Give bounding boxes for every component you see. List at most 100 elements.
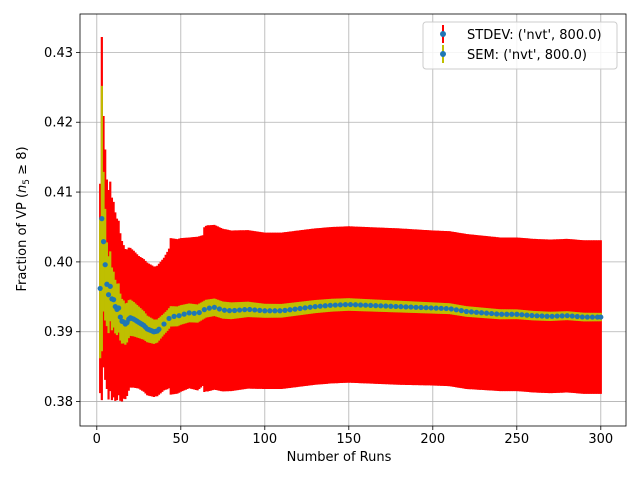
x-tick-label: 200 (420, 432, 445, 447)
mean-marker (423, 305, 429, 311)
mean-marker (156, 326, 162, 332)
y-ticks: 0.38 0.39 0.40 0.41 0.42 0.43 (44, 46, 80, 410)
mean-marker (579, 314, 585, 320)
mean-marker (393, 303, 399, 310)
legend-box (422, 21, 618, 70)
mean-marker (327, 302, 333, 308)
y-axis-label-math-sub: 5 (22, 179, 32, 185)
mean-marker (181, 311, 187, 317)
mean-marker (418, 304, 424, 311)
mean-marker (347, 301, 354, 308)
mean-marker (97, 285, 103, 292)
mean-marker (297, 305, 303, 312)
y-tick-label: 0.39 (44, 325, 73, 340)
x-tick-label: 0 (93, 432, 101, 447)
mean-marker (231, 307, 238, 314)
mean-marker (463, 308, 469, 315)
mean-marker (544, 313, 550, 319)
mean-marker (489, 310, 495, 317)
mean-marker (186, 310, 192, 316)
mean-marker (337, 302, 343, 308)
legend-handle-sem (440, 45, 446, 63)
plot-frame (79, 13, 627, 427)
mean-marker (433, 305, 439, 311)
mean-marker (107, 283, 113, 289)
mean-marker (171, 313, 177, 319)
mean-marker (448, 306, 454, 312)
mean-marker (176, 313, 182, 319)
y-tick-label: 0.41 (44, 186, 73, 201)
y-tick-label: 0.42 (44, 116, 73, 131)
legend-handle-stdev-marker (440, 31, 446, 37)
mean-marker (226, 308, 233, 314)
mean-marker (99, 216, 105, 222)
mean-marker (559, 313, 565, 319)
mean-marker (388, 303, 394, 309)
mean-marker (277, 308, 283, 314)
mean-marker (403, 304, 409, 310)
mean-marker (468, 309, 475, 315)
x-tick-label: 100 (252, 432, 277, 447)
mean-marker (438, 305, 444, 311)
mean-marker (478, 310, 485, 316)
legend-handle-sem-marker (440, 51, 446, 57)
legend-handle-stdev (440, 25, 446, 43)
mean-marker (363, 302, 369, 308)
mean-marker (201, 307, 207, 313)
mean-marker (443, 305, 449, 312)
mean-marker (216, 306, 223, 312)
mean-marker (534, 313, 540, 319)
mean-marker (287, 307, 293, 313)
x-tick-label: 150 (336, 432, 361, 447)
mean-marker (574, 313, 580, 320)
y-axis-label-math-rest: ≥ 8) (15, 146, 30, 179)
y-axis-label-math-n: n (15, 185, 30, 193)
mean-marker (398, 304, 404, 310)
mean-marker (589, 314, 596, 320)
legend: STDEV: ('nvt', 800.0) SEM: ('nvt', 800.0… (422, 21, 618, 70)
mean-marker (100, 239, 107, 245)
mean-marker (267, 308, 273, 314)
mean-marker (237, 307, 243, 313)
mean-marker (519, 312, 525, 318)
mean-marker (322, 303, 328, 309)
mean-marker (428, 305, 434, 311)
mean-marker (116, 305, 122, 311)
mean-marker (211, 304, 217, 310)
y-tick-label: 0.43 (44, 46, 73, 61)
mean-marker (105, 292, 112, 298)
mean-marker (524, 312, 530, 318)
mean-marker (569, 313, 575, 319)
mean-marker (206, 305, 212, 311)
mean-marker (257, 307, 263, 313)
mean-marker (504, 311, 510, 317)
mean-marker (312, 303, 318, 310)
mean-marker (191, 310, 197, 316)
mean-marker (368, 302, 374, 309)
mean-marker (242, 307, 248, 313)
y-axis-label-prefix: Fraction of VP ( (15, 193, 30, 292)
y-tick-label: 0.38 (44, 395, 73, 410)
mean-marker (272, 308, 278, 314)
mean-marker (102, 262, 108, 268)
mean-marker (373, 303, 379, 309)
mean-marker (549, 313, 555, 319)
x-ticks: 0 50 100 150 200 250 300 (93, 426, 613, 447)
x-tick-label: 300 (588, 432, 613, 447)
mean-marker (342, 302, 349, 308)
mean-marker (413, 304, 419, 310)
mean-marker (529, 312, 535, 319)
legend-label-sem: SEM: ('nvt', 800.0) (467, 48, 587, 63)
mean-marker (317, 303, 323, 309)
mean-marker (554, 313, 560, 319)
mean-marker (509, 311, 515, 317)
y-axis-label: Fraction of VP (n5 ≥ 8) (15, 146, 32, 291)
mean-marker (252, 307, 258, 313)
mean-marker (166, 315, 172, 322)
mean-marker (307, 304, 313, 310)
mean-marker (539, 313, 545, 319)
mean-marker (383, 303, 389, 309)
mean-markers (97, 216, 604, 335)
mean-marker (564, 313, 570, 319)
